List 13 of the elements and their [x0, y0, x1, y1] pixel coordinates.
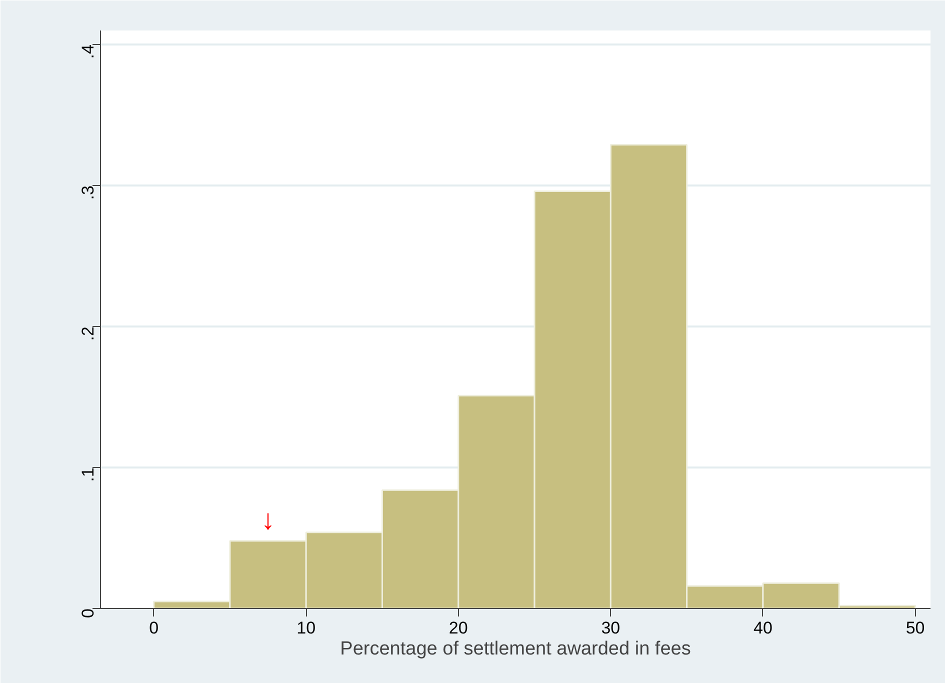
x-tick-label: 40 [754, 618, 772, 638]
x-tick-label: 10 [296, 618, 316, 638]
y-tick-label: .1 [78, 468, 98, 482]
x-axis-title: Percentage of settlement awarded in fees [340, 638, 691, 660]
x-tick-label: 20 [448, 618, 468, 638]
y-tick-label: 0 [78, 608, 98, 618]
annotation: ↓ [261, 504, 276, 535]
x-tick-label: 30 [601, 618, 620, 638]
y-tick-label: .3 [78, 186, 98, 200]
x-tick-label: 50 [906, 618, 925, 638]
x-tick-label: 0 [149, 618, 159, 638]
y-tick-label: .4 [78, 44, 98, 59]
y-tick-label: .2 [78, 326, 98, 341]
